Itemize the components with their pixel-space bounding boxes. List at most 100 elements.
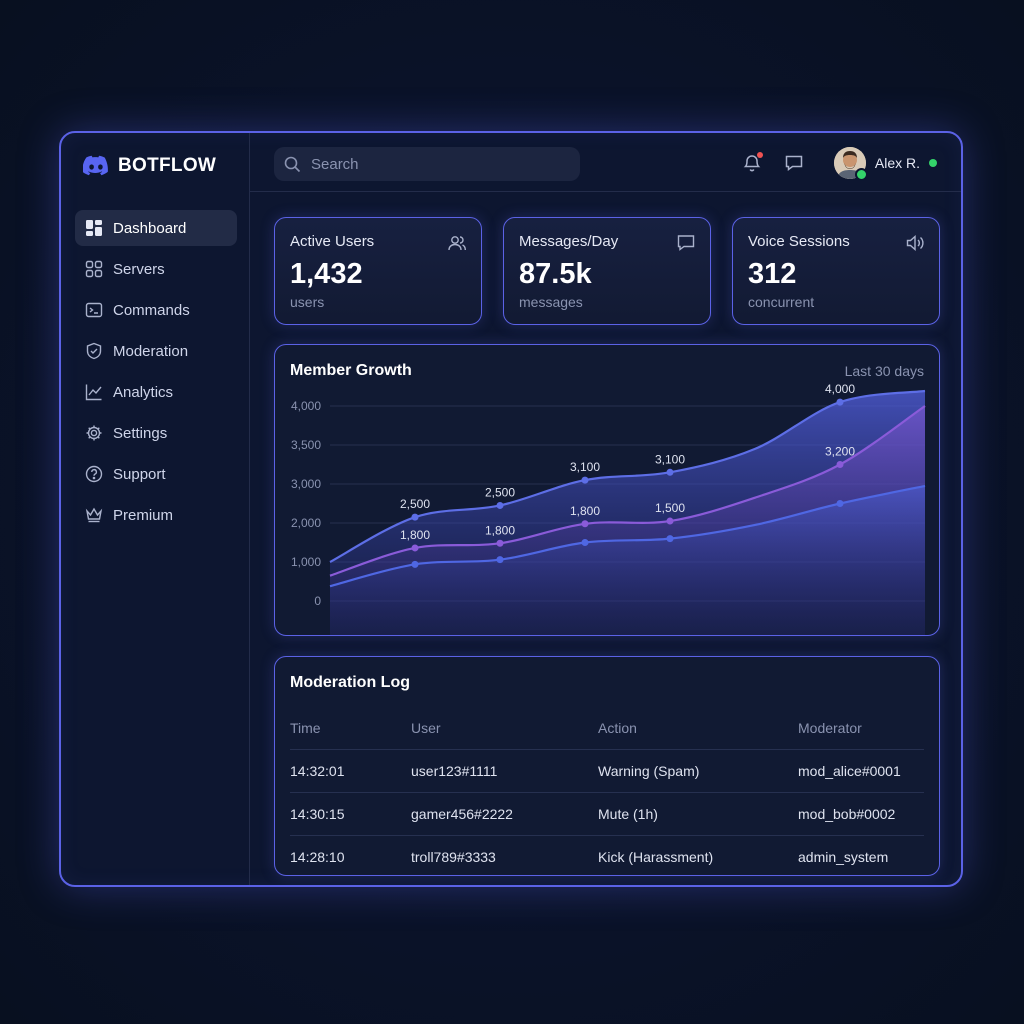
discord-logo-icon (83, 155, 108, 176)
series-line (329, 484, 926, 588)
sidebar-item-label: Commands (113, 301, 190, 319)
terminal-icon (85, 302, 103, 318)
y-tick-label: 2,000 (291, 516, 321, 530)
search-input[interactable] (309, 154, 563, 174)
sidebar-item-support[interactable]: Support (75, 456, 237, 492)
column-header[interactable]: User (411, 720, 441, 736)
stat-card-voice-sessions[interactable]: Voice Sessions 312 concurrent (732, 217, 940, 325)
table-row[interactable]: 14:28:10 troll789#3333 Kick (Harassment)… (290, 836, 924, 878)
data-label: 2,500 (485, 485, 515, 499)
analytics-icon (85, 384, 102, 401)
sidebar-item-label: Servers (113, 260, 165, 278)
data-point (581, 539, 589, 546)
series-line (329, 389, 926, 563)
data-point (411, 513, 419, 521)
stat-card-messages[interactable]: Messages/Day 87.5k messages (503, 217, 711, 325)
sidebar-item-label: Support (113, 465, 166, 483)
table-row[interactable]: 14:32:01 user123#1111 Warning (Spam) mod… (290, 750, 924, 793)
cell-user: gamer456#2222 (411, 806, 513, 822)
cell-user: troll789#3333 (411, 849, 496, 865)
data-label: 1,800 (570, 504, 600, 518)
stat-unit: messages (519, 294, 583, 310)
y-tick-label: 0 (314, 594, 321, 608)
moderation-log-table: Time User Action Moderator 14:32:01 user… (290, 707, 924, 878)
data-point (836, 500, 844, 507)
avatar[interactable] (833, 147, 868, 181)
column-header[interactable]: Action (598, 720, 637, 736)
user-name: Alex R. (874, 155, 920, 171)
data-label: 1,800 (400, 528, 430, 542)
cell-time: 14:32:01 (290, 763, 345, 779)
bell-icon (743, 155, 761, 172)
sidebar-item-analytics[interactable]: Analytics (75, 374, 237, 410)
data-label: 1,800 (485, 523, 515, 537)
crown-icon (85, 507, 103, 523)
search-icon (284, 156, 301, 172)
data-label: 3,100 (655, 452, 685, 466)
data-point (411, 560, 419, 568)
cell-action: Warning (Spam) (598, 763, 700, 779)
dashboard-icon (86, 220, 102, 236)
member-growth-chart: 4,000 3,500 3,000 2,000 1,000 0 2,500 2,500 3,10… (291, 382, 926, 635)
users-icon (448, 236, 466, 251)
notifications-button[interactable] (740, 151, 764, 175)
sidebar-item-premium[interactable]: Premium (75, 497, 237, 533)
data-point (666, 535, 674, 543)
data-label: 2,500 (400, 497, 430, 511)
servers-icon (85, 260, 103, 278)
stat-unit: concurrent (748, 294, 815, 310)
sidebar-item-moderation[interactable]: Moderation (75, 333, 237, 369)
data-point (666, 517, 674, 525)
shield-icon (86, 342, 102, 360)
search-bar[interactable] (274, 147, 580, 181)
brand[interactable]: BOTFLOW (83, 155, 216, 177)
sidebar-item-label: Dashboard (113, 219, 187, 237)
y-tick-label: 3,500 (291, 438, 321, 452)
y-tick-label: 3,000 (291, 477, 321, 491)
data-point (496, 539, 504, 547)
stat-unit: users (290, 294, 325, 310)
stat-value: 87.5k (519, 258, 592, 290)
data-label: 4,000 (825, 382, 855, 396)
data-label: 3,200 (825, 445, 855, 459)
y-tick-label: 4,000 (291, 399, 321, 413)
table-header: Time User Action Moderator (290, 707, 924, 750)
y-tick-label: 1,000 (291, 555, 321, 569)
data-point (581, 476, 589, 484)
messages-button[interactable] (782, 151, 806, 175)
stat-title: Voice Sessions (748, 233, 850, 250)
stat-value: 312 (748, 258, 797, 290)
sidebar-item-servers[interactable]: Servers (75, 251, 237, 287)
stat-value: 1,432 (290, 258, 363, 290)
data-label: 3,100 (570, 460, 600, 474)
stat-card-active-users[interactable]: Active Users 1,432 users (274, 217, 482, 325)
sidebar-item-settings[interactable]: Settings (75, 415, 237, 451)
chart-range-selector[interactable]: Last 30 days (844, 363, 924, 379)
table-row[interactable]: 14:30:15 gamer456#2222 Mute (1h) mod_bob… (290, 793, 924, 836)
cell-moderator: admin_system (798, 849, 889, 865)
help-icon (85, 465, 103, 483)
column-header[interactable]: Time (290, 720, 321, 736)
sidebar-item-label: Analytics (113, 383, 174, 401)
sidebar-item-label: Moderation (113, 342, 189, 360)
cell-moderator: mod_alice#0001 (798, 763, 901, 779)
cell-time: 14:28:10 (290, 849, 345, 865)
cell-moderator: mod_bob#0002 (798, 806, 896, 822)
stat-title: Active Users (290, 233, 375, 250)
data-point (496, 501, 504, 509)
gear-icon (86, 425, 102, 441)
user-menu[interactable]: Alex R. (833, 147, 937, 181)
data-point (411, 544, 419, 552)
sidebar-item-dashboard[interactable]: Dashboard (75, 210, 237, 246)
column-header[interactable]: Moderator (798, 720, 862, 736)
top-actions: Alex R. (740, 147, 937, 181)
message-icon (677, 235, 695, 251)
data-point (581, 520, 589, 528)
online-indicator (854, 168, 868, 181)
chart-title: Member Growth (290, 362, 412, 379)
sidebar: BOTFLOW Dashboard Servers Commands Moder… (61, 133, 250, 885)
sidebar-item-commands[interactable]: Commands (75, 292, 237, 328)
notification-dot (756, 152, 763, 158)
member-growth-chart-card: 4,000 3,500 3,000 2,000 1,000 0 2,500 2,500 3,10… (274, 344, 940, 636)
data-point (836, 398, 844, 406)
